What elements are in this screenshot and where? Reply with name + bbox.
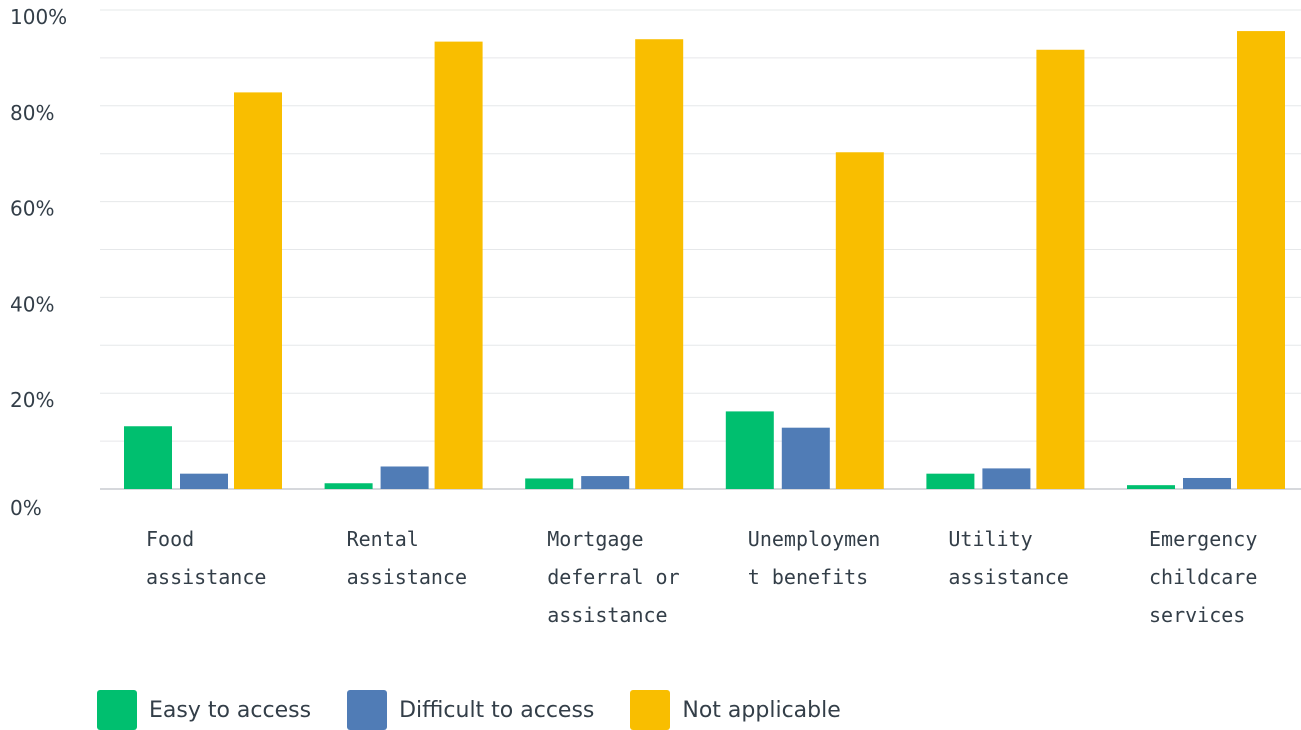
bar-easy-to-access <box>324 483 373 489</box>
y-tick-label: 40% <box>10 292 54 316</box>
y-tick-label: 20% <box>10 388 54 412</box>
category-label: Food <box>146 527 194 551</box>
chart-plot-area: 0% 20% 40% 60% 80% 100% Food assistance Rental as… <box>10 5 1301 627</box>
bar-not-applicable <box>234 92 282 489</box>
category-label: childcare <box>1149 565 1257 589</box>
category-label: Utility <box>948 527 1032 551</box>
bar-easy-to-access <box>124 426 172 489</box>
category-label: services <box>1149 603 1245 627</box>
bar-difficult-to-access <box>1183 477 1231 489</box>
y-tick-label: 100% <box>10 5 67 29</box>
category-label: Emergency <box>1149 527 1257 551</box>
legend-swatch <box>97 690 137 730</box>
y-tick-label: 80% <box>10 101 54 125</box>
bar-not-applicable <box>1036 49 1085 490</box>
bar-not-applicable <box>1237 31 1285 490</box>
bar-difficult-to-access <box>982 468 1031 489</box>
bar-easy-to-access <box>525 478 574 489</box>
category-label: assistance <box>547 603 667 627</box>
bar-not-applicable <box>835 152 884 489</box>
bar-not-applicable <box>434 41 483 489</box>
bar-easy-to-access <box>926 473 975 489</box>
legend-item: Easy to access <box>97 690 311 730</box>
y-tick-label: 60% <box>10 197 54 221</box>
y-tick-label: 0% <box>10 496 42 520</box>
legend-label: Difficult to access <box>399 697 595 723</box>
bar-difficult-to-access <box>781 427 830 489</box>
legend-item: Difficult to access <box>347 690 594 730</box>
category-label: deferral or <box>547 565 679 589</box>
bar-easy-to-access <box>1127 485 1175 489</box>
category-label: Unemploymen <box>748 527 880 551</box>
category-label: t benefits <box>748 565 868 589</box>
legend-swatch <box>347 690 388 730</box>
category-label: assistance <box>948 565 1068 589</box>
legend-label: Not applicable <box>682 697 841 723</box>
legend-swatch <box>630 690 671 730</box>
category-label: assistance <box>146 565 266 589</box>
category-label: assistance <box>347 565 467 589</box>
chart-legend: Easy to access Difficult to access Not app… <box>97 690 877 730</box>
bar-difficult-to-access <box>380 466 429 489</box>
category-label: Rental <box>347 527 419 551</box>
bar-easy-to-access <box>725 411 774 489</box>
category-label: Mortgage <box>547 527 643 551</box>
bar-difficult-to-access <box>581 476 630 489</box>
legend-item: Not applicable <box>630 690 841 730</box>
bar-difficult-to-access <box>180 473 228 489</box>
legend-label: Easy to access <box>149 697 312 723</box>
bar-not-applicable <box>635 39 684 490</box>
